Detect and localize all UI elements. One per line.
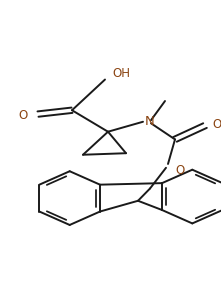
Text: N: N: [145, 115, 155, 128]
Text: O: O: [175, 164, 184, 177]
Text: O: O: [19, 109, 28, 122]
Text: OH: OH: [112, 67, 130, 80]
Text: O: O: [212, 118, 221, 130]
